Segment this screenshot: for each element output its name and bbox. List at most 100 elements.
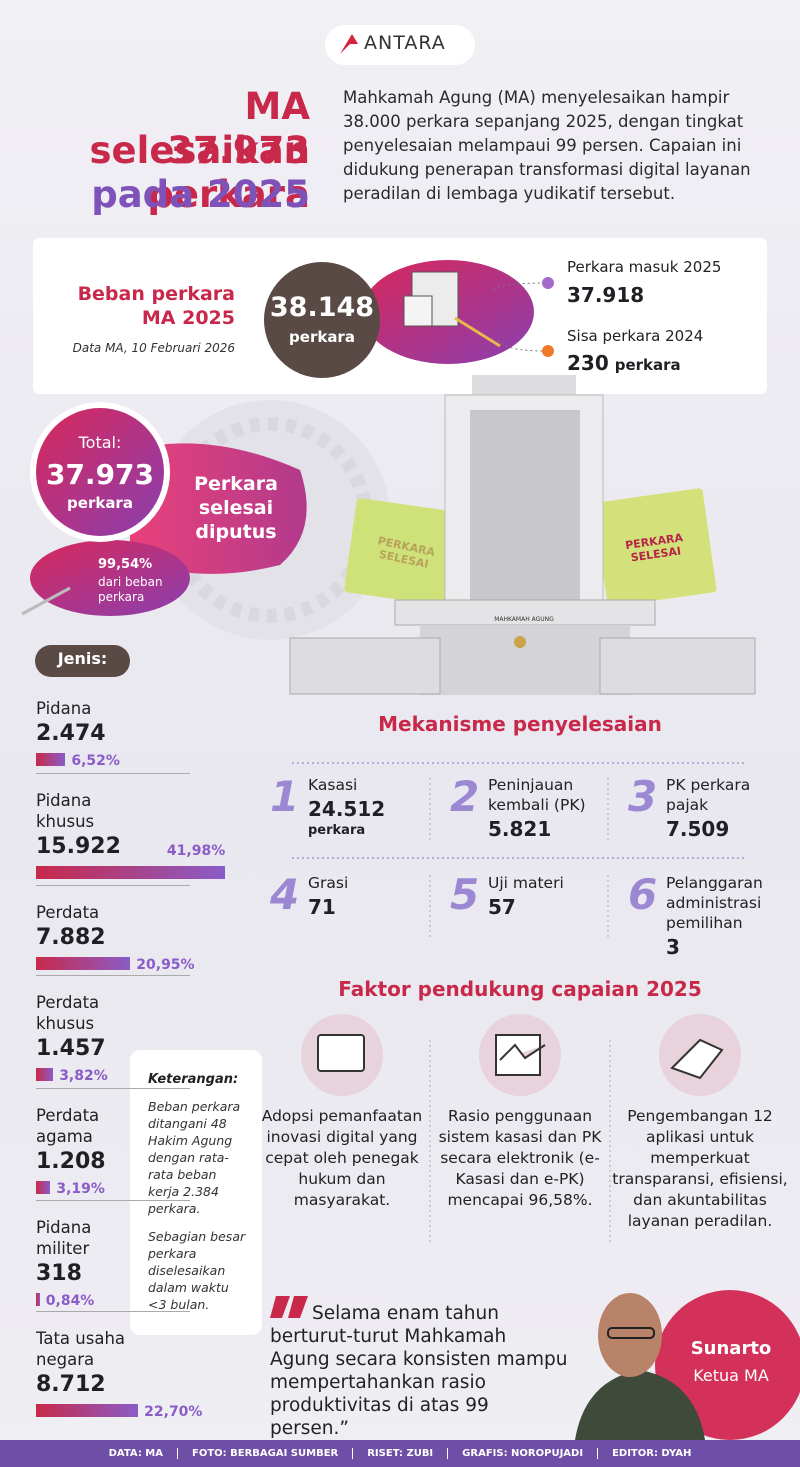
drawer-icon <box>403 295 433 327</box>
item-value: 37.918 <box>567 283 645 307</box>
jenis-row: Perdata 7.882 20,95% <box>36 902 195 973</box>
jenis-name: Tata usaha negara <box>36 1329 126 1369</box>
jenis-row: Perdata agama 1.208 3,19% <box>36 1105 131 1197</box>
bar <box>36 1181 51 1194</box>
section-title: Faktor pendukung capaian 2025 <box>338 977 702 1001</box>
quote-text: Selama enam tahun berturut-turut Mahkama… <box>270 1303 568 1439</box>
jenis-row: Pidana khusus 15.922 41,98% <box>36 790 225 879</box>
title: 37.973 perkara <box>147 129 310 216</box>
section-title: Mekanisme penyelesaian <box>378 712 662 736</box>
monitor-icon <box>317 1034 365 1072</box>
jenis-row: Tata usaha negara 8.712 22,70% <box>36 1328 202 1420</box>
selesai-label: Perkara selesai diputus <box>194 473 278 543</box>
mech-label: Kasasi <box>308 776 358 794</box>
faktor-text: Pengembangan 12 aplikasi untuk memperkua… <box>612 1107 788 1230</box>
jenis-value: 7.882 <box>36 925 106 950</box>
share-label: 3,82% <box>59 1068 108 1084</box>
jenis-value: 8.712 <box>36 1372 106 1397</box>
mech-number: 5 <box>450 870 480 919</box>
footer-bar <box>0 1440 800 1467</box>
mech-value: 5.821 <box>488 817 552 841</box>
mech-value: 24.512 <box>308 797 386 821</box>
footer: DATA: MA FOTO: BERBAGAI SUMBER RISET: ZUBI… <box>0 1440 800 1467</box>
item-value: 230 <box>567 351 609 375</box>
mech-label: PK perkara pajak <box>666 776 751 814</box>
note-box <box>130 1050 262 1335</box>
mech-body: PK perkara pajak 7.509 <box>666 775 786 843</box>
speaker-portrait <box>575 1293 705 1440</box>
mech-number: 6 <box>628 870 658 919</box>
mech-number: 2 <box>450 772 480 821</box>
dot <box>542 277 554 289</box>
pen <box>21 586 71 616</box>
jenis-row: Perdata khusus 1.457 3,82% <box>36 992 131 1084</box>
dot <box>542 345 554 357</box>
pen-icon <box>454 316 501 348</box>
footer-sep <box>177 1448 178 1459</box>
separator <box>36 773 190 774</box>
total-circle <box>36 408 164 536</box>
total-value: 37.973 <box>45 458 155 491</box>
footer-credit: DATA: MA <box>108 1448 163 1459</box>
beban-unit: perkara <box>289 328 355 346</box>
folder <box>593 488 717 607</box>
beban-total: 38.148 <box>269 292 375 323</box>
speaker-role: Ketua MA <box>693 1366 769 1385</box>
bar <box>36 866 225 879</box>
mech-value: 3 <box>666 935 680 959</box>
item-label: Perkara masuk 2025 <box>567 258 722 276</box>
jenis-value: 1.208 <box>36 1149 106 1174</box>
mech-body: Peninjauan kembali (PK) 5.821 <box>488 775 608 843</box>
total-unit: perkara <box>67 494 133 512</box>
mech-unit: perkara <box>308 823 366 838</box>
faktor-text: Rasio penggunaan sistem kasasi dan PK se… <box>438 1107 602 1209</box>
quote-mark <box>270 1296 308 1318</box>
jenis-title: Jenis: <box>57 649 108 668</box>
footer-credit: EDITOR: DYAH <box>612 1448 692 1459</box>
chart-icon <box>495 1034 546 1076</box>
bar <box>36 1404 139 1417</box>
mech-body: Pelanggaran administrasi pemilihan 3 <box>666 873 786 961</box>
jenis-name: Pidana militer <box>36 1218 92 1258</box>
mech-label: Grasi <box>308 874 349 892</box>
item-value-row: 230 perkara <box>567 351 681 375</box>
pill <box>35 645 130 677</box>
jenis-row: Pidana militer 318 0,84% <box>36 1217 131 1309</box>
footer-sep <box>447 1448 449 1459</box>
share-label: 6,52% <box>71 753 120 769</box>
share-label: 0,84% <box>45 1293 95 1309</box>
mech-value: 71 <box>308 895 336 919</box>
mech-label: Peninjauan kembali (PK) <box>488 776 586 814</box>
total-circle <box>264 262 380 378</box>
building <box>289 375 756 695</box>
mech-number: 1 <box>270 772 300 821</box>
label-blob <box>130 443 307 574</box>
share-label: 20,95% <box>136 957 195 973</box>
note-title: Keterangan: <box>148 1072 239 1087</box>
bar <box>36 1068 54 1081</box>
hand-icon <box>670 1038 724 1080</box>
note: Beban perkara ditangani 48 Hakim Agung d… <box>148 1099 241 1216</box>
mech-label: Pelanggaran administrasi pemilihan <box>666 874 763 932</box>
speaker-name: Sunarto <box>690 1338 772 1359</box>
footer-sep <box>352 1448 354 1459</box>
jenis-value: 15.922 <box>36 834 121 859</box>
jenis-name: Perdata <box>36 903 100 922</box>
jenis-value: 2.474 <box>36 721 106 746</box>
separator <box>36 975 190 976</box>
intro: Mahkamah Agung (MA) menyelesaikan hampir… <box>343 88 751 203</box>
bar <box>36 753 66 766</box>
logo-text: ANTARA <box>364 32 446 54</box>
share-label: 41,98% <box>166 843 226 859</box>
percent-blob <box>30 540 190 616</box>
mech-number: 4 <box>270 870 300 919</box>
share-label: 3,19% <box>56 1181 105 1197</box>
separator <box>36 885 190 886</box>
jenis-value: 1.457 <box>36 1036 106 1061</box>
footer-credit: FOTO: BERBAGAI SUMBER <box>192 1448 339 1459</box>
share-label: 22,70% <box>144 1404 203 1420</box>
jenis-name: Perdata agama <box>36 1106 100 1146</box>
faktor-text: Adopsi pemanfaatan inovasi digital yang … <box>261 1107 423 1209</box>
